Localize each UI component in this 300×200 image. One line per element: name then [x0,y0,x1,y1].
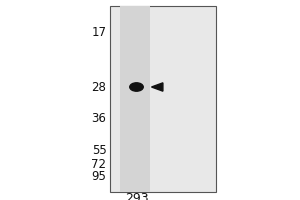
Text: 36: 36 [92,112,106,126]
Text: 17: 17 [92,26,106,40]
Text: 95: 95 [92,170,106,184]
Text: 293: 293 [125,192,148,200]
Bar [0,0,110,200]
Bar [216,0,300,200]
Text: 28: 28 [92,81,106,94]
Bar [120,6,150,192]
Ellipse shape [130,83,143,91]
Text: 72: 72 [92,158,106,171]
Polygon shape [152,83,163,91]
Text: 55: 55 [92,144,106,158]
Bar [110,6,216,192]
